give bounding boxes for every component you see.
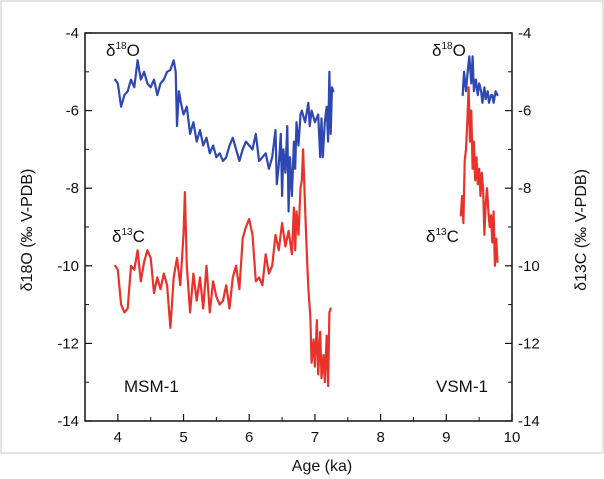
series-layer — [114, 55, 499, 388]
figure-border — [0, 0, 604, 454]
x-tick-label: 8 — [376, 429, 384, 446]
y-right-tick-label: -12 — [518, 335, 540, 352]
series-line-1 — [114, 59, 335, 213]
y-left-tick-label: -4 — [66, 25, 79, 42]
y-right-tick-label: -14 — [518, 413, 540, 430]
y-right-tick-label: -10 — [518, 258, 540, 275]
y-left-tick-label: -12 — [57, 335, 79, 352]
y-left-tick-label: -8 — [66, 180, 79, 197]
series-line-2 — [114, 148, 332, 388]
x-tick-label: 6 — [245, 429, 253, 446]
series-line-4 — [459, 86, 499, 267]
msm-1-label: MSM-1 — [124, 377, 179, 396]
y-axis-title-left: δ18O (‰ V-PDB) — [19, 169, 36, 292]
y-right-tick-label: -6 — [518, 103, 531, 120]
series-line-3 — [461, 55, 499, 104]
x-tick-label: 5 — [179, 429, 187, 446]
x-axis-title: Age (ka) — [292, 458, 352, 475]
y-axis-title-right: δ13C (‰ V-PDB) — [573, 169, 590, 291]
msm-d18o-annotation: δ18O — [106, 41, 140, 60]
vsm-1-label: VSM-1 — [436, 377, 488, 396]
y-right-tick-label: -4 — [518, 25, 531, 42]
vsm-d13c-annotation: δ13C — [426, 227, 459, 246]
x-tick-label: 7 — [311, 429, 319, 446]
y-left-tick-label: -14 — [57, 413, 79, 430]
msm-d13c-annotation: δ13C — [112, 227, 145, 246]
x-tick-label: 10 — [504, 429, 521, 446]
x-tick-label: 4 — [114, 429, 122, 446]
x-tick-label: 9 — [442, 429, 450, 446]
y-left-tick-label: -6 — [66, 103, 79, 120]
vsm-d18o-annotation: δ18O — [432, 41, 466, 60]
y-left-tick-label: -10 — [57, 258, 79, 275]
y-right-tick-label: -8 — [518, 180, 531, 197]
ticks-layer: 4 5 6 7 8 9 10 -4 -4 -6 -6 -8 -8 -10 -10 -12 -12 -14 -14 — [57, 25, 539, 446]
